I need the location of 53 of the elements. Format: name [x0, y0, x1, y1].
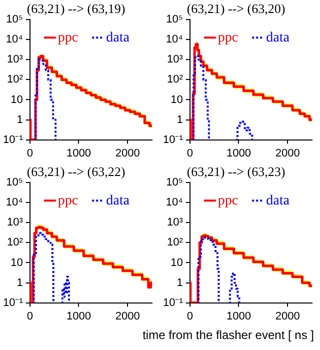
legend-label: data [106, 193, 130, 208]
y-tick-label: 1 [16, 114, 23, 126]
y-tick-label: 10⁴ [6, 34, 24, 46]
y-tick-label: 10⁵ [166, 176, 183, 189]
y-tick-label: 10³ [166, 216, 184, 229]
y-tick-label: 10⁴ [166, 34, 184, 46]
x-tick-label: 1000 [226, 147, 251, 160]
y-tick-label: 10 [170, 94, 183, 106]
y-tick-label: 10⁵ [6, 176, 23, 189]
y-tick-label: 10 [170, 256, 183, 269]
x-tick-label: 2000 [275, 310, 300, 322]
chart-title: (63,21) --> (63,23) [186, 164, 286, 180]
y-tick-label: 10⁵ [6, 14, 23, 26]
x-tick-label: 2000 [115, 310, 140, 322]
y-tick-label: 10² [166, 236, 184, 249]
chart-title: (63,21) --> (63,20) [186, 1, 286, 16]
y-tick-label: 10⁻¹ [162, 134, 184, 146]
y-tick-label: 10³ [6, 54, 24, 66]
y-tick-label: 10² [166, 74, 184, 86]
x-tick-label: 1000 [66, 310, 91, 322]
chart-title: (63,21) --> (63,19) [26, 1, 126, 16]
x-tick-label: 1000 [226, 310, 251, 322]
x-tick-label: 0 [26, 147, 33, 160]
y-tick-label: 10 [10, 94, 23, 106]
legend-label: ppc [58, 30, 78, 46]
x-axis-title: time from the flasher event [ ns ] [142, 327, 315, 344]
y-tick-label: 10⁻¹ [2, 134, 24, 146]
y-tick-label: 10 [10, 256, 23, 269]
legend-label: ppc [218, 30, 238, 46]
y-tick-label: 10² [6, 74, 24, 86]
legend-label: ppc [58, 193, 78, 208]
x-tick-label: 2000 [115, 147, 140, 160]
x-tick-label: 0 [186, 147, 193, 160]
y-tick-label: 1 [16, 276, 23, 289]
y-tick-label: 10³ [6, 216, 24, 229]
legend-label: ppc [218, 193, 238, 208]
x-tick-label: 1000 [66, 147, 91, 160]
legend-label: data [266, 193, 290, 208]
y-tick-label: 10⁻¹ [162, 296, 184, 309]
x-tick-label: 0 [26, 310, 33, 322]
y-tick-label: 10² [6, 236, 24, 249]
y-tick-label: 1 [176, 276, 183, 289]
y-tick-label: 10⁵ [166, 14, 183, 26]
x-tick-label: 0 [186, 310, 193, 322]
y-tick-label: 10⁴ [166, 196, 184, 209]
legend-label: data [266, 30, 290, 46]
y-tick-label: 10³ [166, 54, 184, 66]
y-tick-label: 10⁻¹ [2, 296, 24, 309]
legend-label: data [106, 30, 130, 46]
x-tick-label: 2000 [275, 147, 300, 160]
y-tick-label: 1 [176, 114, 183, 126]
y-tick-label: 10⁴ [6, 196, 24, 209]
chart-title: (63,21) --> (63,22) [26, 164, 126, 180]
